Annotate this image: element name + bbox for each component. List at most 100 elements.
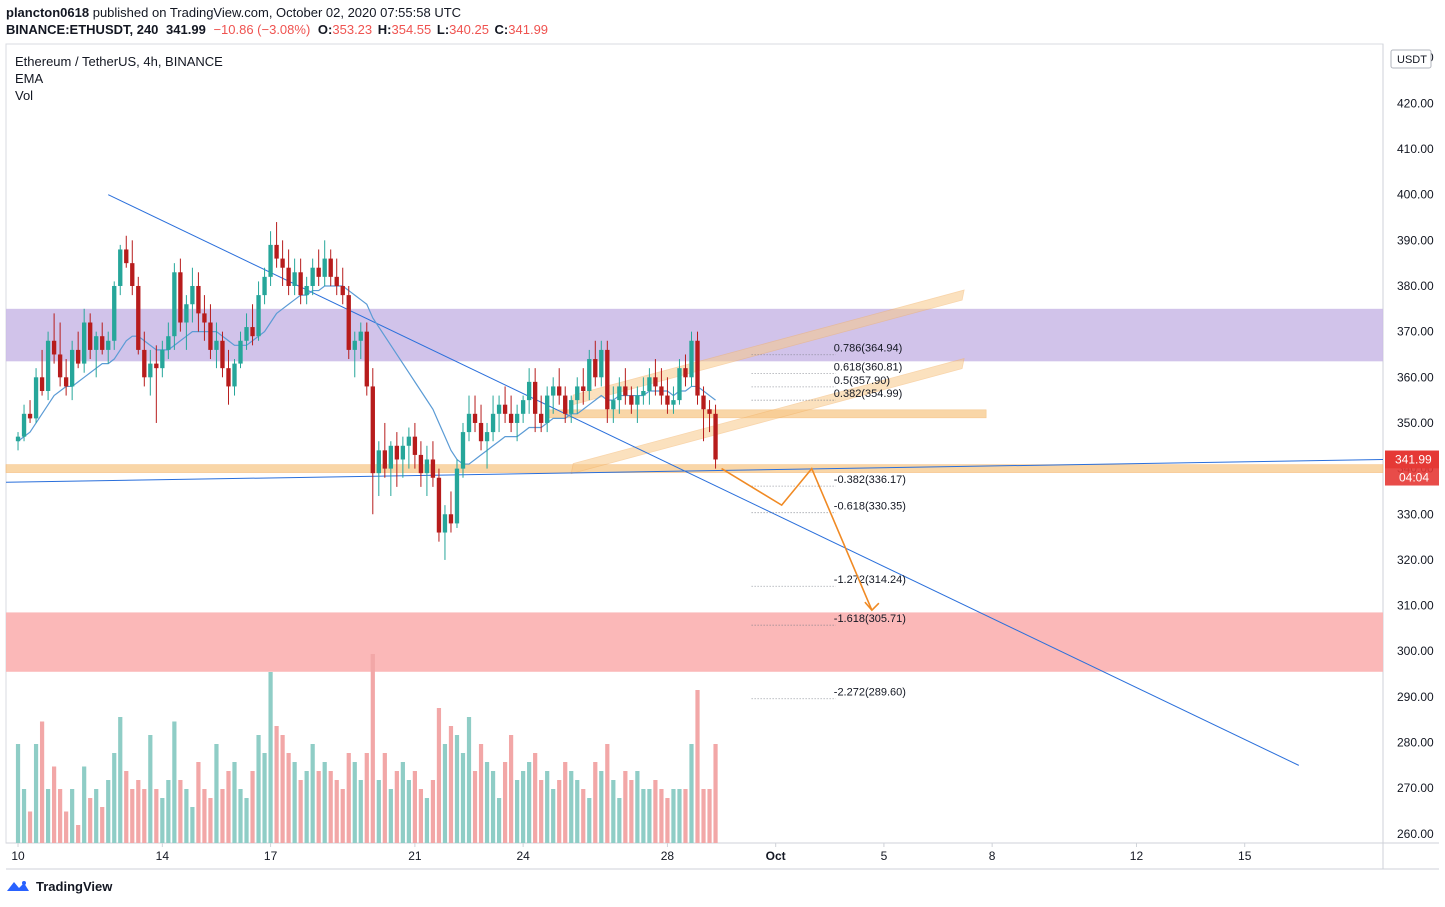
volume-bar <box>322 762 327 843</box>
volume-bar <box>707 789 712 843</box>
volume-bar <box>442 744 448 843</box>
volume-bar <box>184 789 189 843</box>
volume-bar <box>382 753 387 843</box>
volume-bar <box>418 789 424 843</box>
volume-bar <box>515 780 520 843</box>
volume-bar <box>545 771 550 843</box>
volume-bar <box>118 717 123 843</box>
volume-bar <box>52 766 57 843</box>
volume-bar <box>454 735 460 843</box>
candle-body <box>526 381 532 401</box>
volume-bar <box>394 771 399 843</box>
time-tick-label: 28 <box>661 849 675 863</box>
candle-body <box>69 349 75 387</box>
volume-bar <box>557 780 562 843</box>
chart-legend: Ethereum / TetherUS, 4h, BINANCE EMA Vol <box>15 53 223 104</box>
legend-vol[interactable]: Vol <box>15 88 34 103</box>
footer-branding: TradingView <box>6 878 112 894</box>
volume-bar <box>202 789 207 843</box>
volume-bar <box>76 825 81 843</box>
legend-ema[interactable]: EMA <box>15 71 44 86</box>
volume-bar <box>352 762 357 843</box>
high-label: H: <box>377 22 392 37</box>
volume-bar <box>346 753 351 843</box>
publish-info: plancton0618 published on TradingView.co… <box>6 5 461 20</box>
candle-body <box>520 400 526 414</box>
candle-body <box>563 395 568 414</box>
candle-body <box>587 359 592 391</box>
brand-name: TradingView <box>36 878 113 894</box>
candle-body <box>184 304 189 323</box>
candle-body <box>647 377 652 391</box>
volume-bar <box>635 771 640 843</box>
trendline-1 <box>5 458 1384 483</box>
author-name[interactable]: plancton0618 <box>6 5 90 20</box>
symbol-line: BINANCE:ETHUSDT, 240 <box>6 22 159 37</box>
candle-body <box>220 340 225 369</box>
candle-body <box>274 244 279 259</box>
volume-bar <box>611 780 616 843</box>
candle-body <box>394 445 400 460</box>
sr-band-0 <box>5 464 1384 473</box>
candle-body <box>160 349 165 369</box>
volume-bar <box>466 717 472 843</box>
volume-bar <box>136 780 141 843</box>
volume-bar <box>617 798 622 843</box>
candle-body <box>701 395 706 410</box>
volume-bar <box>316 771 321 843</box>
candle-body <box>695 340 700 396</box>
candle-body <box>496 404 502 414</box>
candle-body <box>436 477 442 533</box>
volume-bar <box>587 798 592 843</box>
close-value: 341.99 <box>508 22 549 37</box>
candle-body <box>364 331 369 387</box>
candle-body <box>88 322 93 350</box>
candle-body <box>154 363 159 369</box>
volume-bar <box>400 762 405 843</box>
volume-bar <box>460 753 466 843</box>
volume-bar <box>424 798 430 843</box>
candle-body <box>328 258 333 277</box>
candle-body <box>352 340 357 350</box>
ema-line <box>17 285 716 465</box>
volume-bar <box>490 771 496 843</box>
volume-bar <box>478 744 484 843</box>
candle-body <box>208 322 213 350</box>
volume-bar <box>328 771 333 843</box>
fib-level-label: -1.618(305.71) <box>834 613 906 625</box>
low-label: L: <box>436 22 450 37</box>
candle-body <box>545 395 550 423</box>
candle-body <box>617 386 622 401</box>
volume-bar <box>238 789 243 843</box>
fib-level-label: 0.786(364.94) <box>834 343 903 355</box>
volume-bar <box>274 726 279 843</box>
volume-bar <box>130 789 135 843</box>
candle-body <box>100 336 105 350</box>
fib-level-label: -0.618(330.35) <box>834 501 906 513</box>
volume-bar <box>112 753 117 843</box>
projection-path <box>721 467 873 611</box>
volume-bar <box>521 771 526 843</box>
volume-bar <box>388 789 393 843</box>
volume-bar <box>659 789 664 843</box>
price-tick-label: 300.00 <box>1397 644 1434 658</box>
candle-body <box>575 386 580 401</box>
candle-body <box>112 285 117 341</box>
candle-body <box>599 349 604 378</box>
candle-body <box>539 413 544 423</box>
price-tick-label: 310.00 <box>1397 599 1434 613</box>
volume-bar <box>412 771 417 843</box>
candle-body <box>106 340 111 350</box>
time-tick-label: 21 <box>408 849 422 863</box>
candle-body <box>376 450 381 474</box>
candle-body <box>605 349 610 410</box>
volume-bar <box>88 798 93 843</box>
volume-bar <box>569 771 574 843</box>
candle-body <box>238 340 243 364</box>
candle-body <box>166 336 171 350</box>
candle-body <box>334 276 339 286</box>
candle-body <box>388 445 394 469</box>
volume-bar <box>364 753 369 843</box>
open-value: 353.23 <box>332 22 373 37</box>
